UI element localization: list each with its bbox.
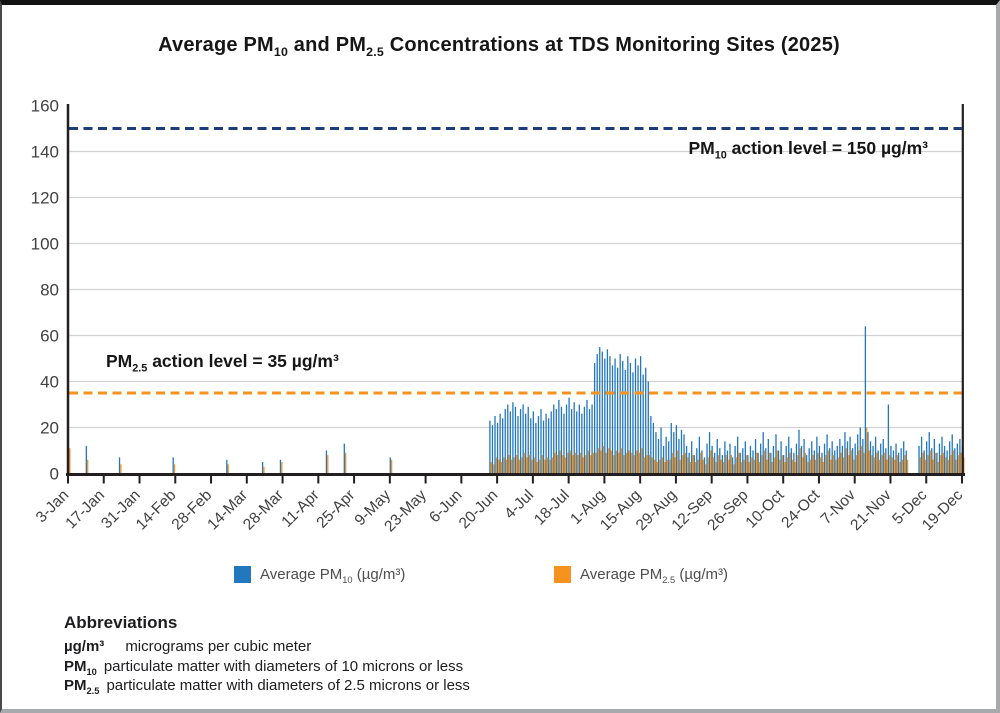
pm10-swatch-icon [234,566,251,583]
legend-item-pm25: Average PM2.5 (µg/m³) [554,566,729,585]
svg-text:60: 60 [40,327,59,346]
svg-text:100: 100 [31,235,59,254]
gridlines [68,150,963,429]
axes [66,104,965,476]
svg-text:19-Dec: 19-Dec [919,487,967,535]
legend-label-pm10: Average PM10 (µg/m³) [260,566,406,585]
abbreviation-row-pm10: PM10 particulate matter with diameters of… [64,657,464,677]
svg-text:25-Apr: 25-Apr [313,487,358,532]
title-sub-25: 2.5 [366,45,384,59]
threshold-lines [69,127,962,395]
abbreviations-block: Abbreviations µg/m³ micrograms per cubic … [64,612,470,696]
abbreviation-row-pm25: PM2.5 particulate matter with diameters o… [64,677,470,697]
title-text: and PM [288,34,367,56]
svg-text:0: 0 [50,465,59,484]
bars-pm10 [67,326,964,474]
svg-text:21-Nov: 21-Nov [847,487,895,535]
title-text: Average PM [158,34,274,56]
svg-text:11-Apr: 11-Apr [278,487,322,531]
legend-label-pm25: Average PM2.5 (µg/m³) [580,566,729,585]
svg-text:20: 20 [40,419,59,438]
y-tick-labels: 0 20 40 60 80 100 120 140 160 [31,97,59,484]
svg-text:26-Sep: 26-Sep [704,487,751,534]
svg-text:80: 80 [40,281,59,300]
svg-text:17-Jan: 17-Jan [62,487,108,533]
svg-text:140: 140 [31,143,59,162]
title-text: Concentrations at TDS Monitoring Sites (… [383,34,840,56]
chart-canvas: 0 20 40 60 80 100 120 140 160 3-Jan17-Jan31-Jan14… [31,97,967,536]
abbreviation-row-ugm3: µg/m³ micrograms per cubic meter [64,637,312,655]
chart-title: Average PM10 and PM2.5 Concentrations at… [2,34,996,59]
svg-text:120: 120 [31,189,59,208]
svg-text:28-Mar: 28-Mar [240,487,287,534]
pm25-swatch-icon [554,566,571,583]
legend-item-pm10: Average PM10 (µg/m³) [234,566,406,585]
x-ticks [67,476,963,484]
svg-text:20-Jun: 20-Jun [456,487,502,533]
svg-text:10-Oct: 10-Oct [743,486,788,531]
svg-text:18-Jul: 18-Jul [531,487,573,529]
title-sub-10: 10 [273,45,289,59]
abbreviations-header: Abbreviations [64,613,178,632]
svg-text:160: 160 [31,97,59,116]
svg-text:24-Oct: 24-Oct [778,486,823,531]
bars-pm25 [69,427,965,474]
x-tick-labels: 3-Jan17-Jan31-Jan14-Feb28-Feb14-Mar28-Ma… [33,486,967,535]
svg-text:40: 40 [40,373,59,392]
